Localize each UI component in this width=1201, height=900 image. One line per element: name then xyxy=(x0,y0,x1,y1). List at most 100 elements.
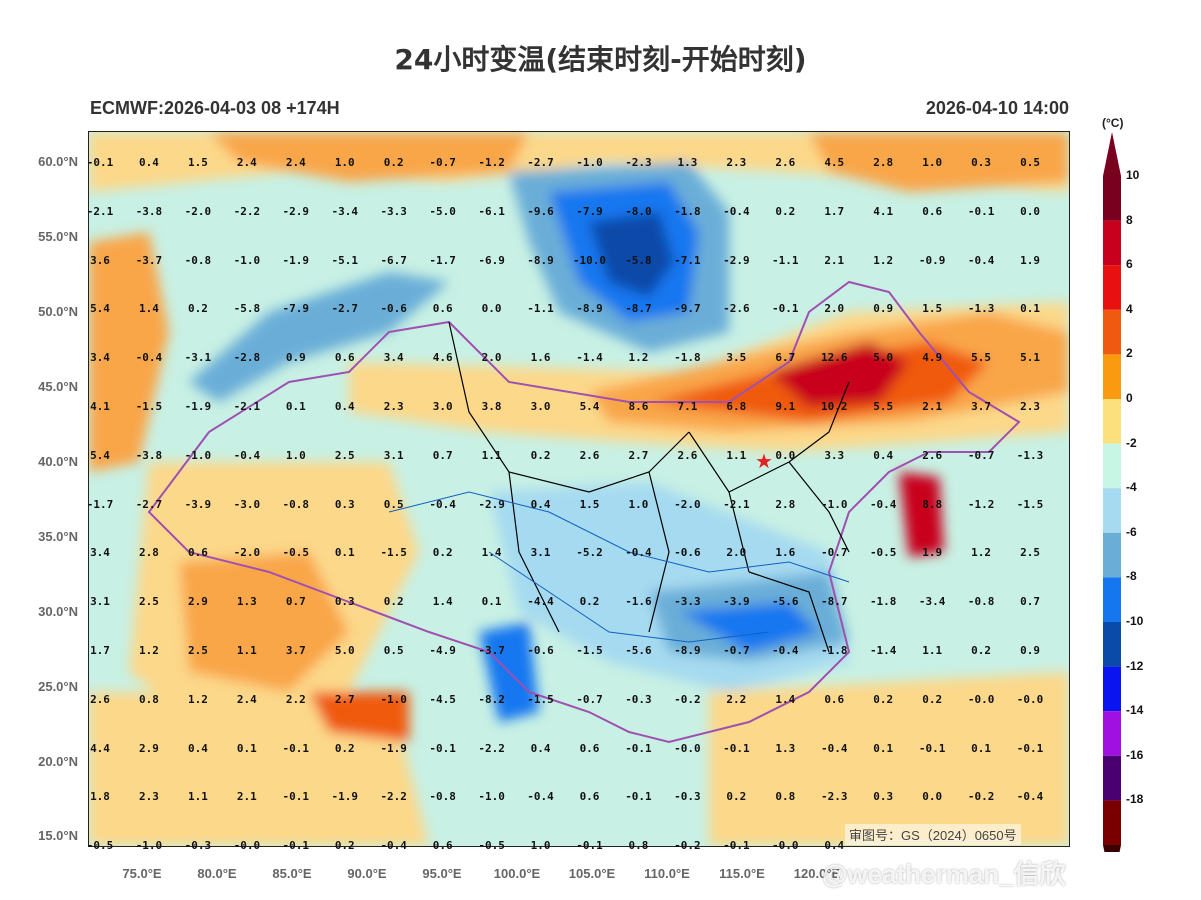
grid-value: -0.1 xyxy=(723,839,750,853)
grid-value: 5.4 xyxy=(90,448,110,462)
grid-value: 4.9 xyxy=(922,351,943,365)
lat-label: 20.0°N xyxy=(38,754,78,769)
grid-value: -0.1 xyxy=(86,156,114,169)
grid-value: -2.1 xyxy=(723,497,750,511)
grid-value: -6.1 xyxy=(478,204,505,218)
grid-value: -1.4 xyxy=(576,351,603,365)
grid-value: 0.1 xyxy=(1020,302,1040,316)
grid-value: 0.4 xyxy=(187,741,208,755)
grid-value: 1.2 xyxy=(971,546,992,560)
grid-value: -0.5 xyxy=(478,839,505,853)
grid-value: -2.7 xyxy=(331,302,359,316)
grid-value: -3.1 xyxy=(184,351,212,365)
grid-value: -0.8 xyxy=(967,595,995,609)
grid-value: 0.5 xyxy=(383,497,404,511)
grid-value: -1.3 xyxy=(967,302,995,316)
grid-value: 0.6 xyxy=(187,546,208,560)
grid-value: -1.1 xyxy=(772,253,799,267)
grid-value: -4.5 xyxy=(429,692,456,706)
colorbar-tick-label: -6 xyxy=(1126,524,1137,539)
grid-value: -0.8 xyxy=(282,497,310,511)
grid-value: -0.1 xyxy=(967,204,995,218)
lat-label: 60.0°N xyxy=(38,154,78,169)
grid-value: 1.7 xyxy=(824,204,845,218)
grid-value: 2.5 xyxy=(1020,546,1040,560)
grid-value: -0.1 xyxy=(1016,741,1044,755)
grid-value: 3.4 xyxy=(383,351,404,365)
grid-value: 3.1 xyxy=(530,546,551,560)
grid-value: -1.8 xyxy=(674,204,701,218)
model-run-label: ECMWF:2026-04-03 08 +174H xyxy=(90,98,340,118)
grid-value: -2.0 xyxy=(233,546,261,560)
grid-value: 1.2 xyxy=(187,692,208,706)
grid-value: 0.9 xyxy=(285,351,306,365)
grid-value: -3.3 xyxy=(674,595,701,609)
grid-value: -1.9 xyxy=(380,741,407,755)
map-review-notice: 审图号：GS（2024）0650号 xyxy=(845,824,1021,845)
grid-value: 3.8 xyxy=(481,400,502,413)
grid-value: -2.7 xyxy=(527,156,554,169)
grid-value: -0.0 xyxy=(967,692,995,706)
grid-value: -1.4 xyxy=(869,644,897,657)
colorbar-segment xyxy=(1103,309,1121,355)
grid-value: -8.2 xyxy=(478,692,505,706)
grid-value: 2.0 xyxy=(726,546,747,560)
grid-value: -0.4 xyxy=(135,351,163,365)
grid-value: 1.1 xyxy=(922,644,943,657)
grid-value: 3.3 xyxy=(824,448,845,462)
grid-value: -0.4 xyxy=(723,204,750,218)
grid-value: -0.5 xyxy=(86,839,114,853)
grid-value: 3.6 xyxy=(90,253,110,267)
grid-value: -1.7 xyxy=(429,253,456,267)
grid-value: -1.8 xyxy=(821,644,848,657)
grid-value: 3.1 xyxy=(90,595,110,609)
grid-value: 4.1 xyxy=(873,204,894,218)
grid-value: 1.7 xyxy=(90,644,110,657)
grid-value: 2.3 xyxy=(383,400,404,413)
lat-label: 45.0°N xyxy=(38,379,78,394)
grid-value: -1.8 xyxy=(869,595,897,609)
grid-value: -1.0 xyxy=(478,790,505,804)
grid-value: -0.4 xyxy=(821,741,848,755)
colorbar-unit: (°C) xyxy=(1102,116,1124,130)
grid-value: -1.9 xyxy=(331,790,359,804)
grid-value: -1.9 xyxy=(184,400,212,413)
grid-value: 5.5 xyxy=(971,351,992,365)
grid-value: -1.5 xyxy=(380,546,407,560)
grid-value: -5.1 xyxy=(331,253,359,267)
grid-value: -1.8 xyxy=(674,351,701,365)
colorbar-tick-label: 2 xyxy=(1126,346,1133,361)
grid-value: -1.2 xyxy=(967,497,995,511)
colorbar-tick-label: -14 xyxy=(1126,703,1144,718)
colorbar-tick-label: -2 xyxy=(1126,435,1137,450)
grid-value: 0.8 xyxy=(139,692,159,706)
lon-label: 110.0°E xyxy=(644,866,690,881)
grid-value: -0.1 xyxy=(429,741,456,755)
grid-value: -0.4 xyxy=(380,839,407,853)
grid-value: 1.9 xyxy=(1020,253,1040,267)
grid-value: -7.1 xyxy=(674,253,701,267)
grid-value: 4.5 xyxy=(824,156,845,169)
grid-value: 2.0 xyxy=(824,302,845,316)
grid-value: 2.7 xyxy=(628,448,649,462)
grid-value: -0.0 xyxy=(674,741,701,755)
grid-value: 5.0 xyxy=(334,644,355,657)
grid-value: 1.1 xyxy=(187,790,208,804)
grid-value: 0.2 xyxy=(775,204,796,218)
grid-value: 0.9 xyxy=(1020,644,1040,657)
grid-value: 0.7 xyxy=(1020,595,1040,609)
colorbar-tick-label: 10 xyxy=(1126,168,1140,182)
grid-value: -2.0 xyxy=(674,497,701,511)
grid-value: 0.2 xyxy=(383,156,404,169)
grid-value: 1.4 xyxy=(481,546,502,560)
grid-value: -2.3 xyxy=(625,156,652,169)
grid-value: -4.9 xyxy=(429,644,456,657)
grid-value: 0.2 xyxy=(579,595,600,609)
grid-value: 2.7 xyxy=(334,692,355,706)
grid-value: 0.6 xyxy=(334,351,355,365)
grid-value: -1.7 xyxy=(86,497,114,511)
colorbar-tick-label: 4 xyxy=(1126,301,1133,316)
colorbar-tick-label: -18 xyxy=(1126,792,1144,807)
grid-value: 0.4 xyxy=(873,448,894,462)
lat-label: 25.0°N xyxy=(38,679,78,694)
